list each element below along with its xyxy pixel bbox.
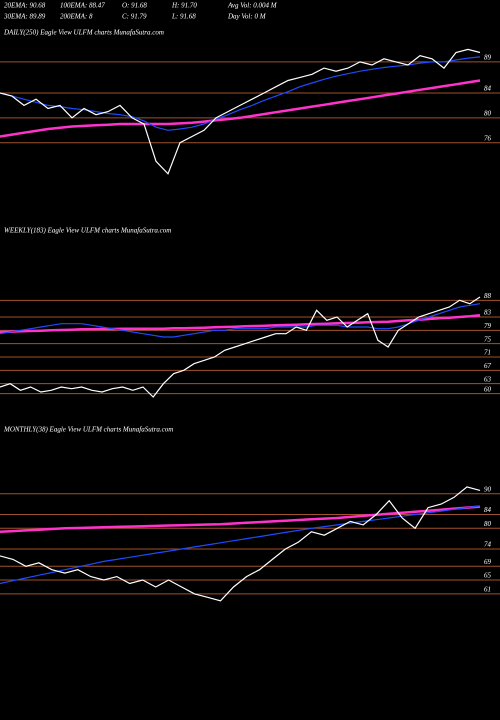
panel-title: MONTHLY(38) Eagle View ULFM charts Munaf… [3,426,173,434]
y-tick-label: 76 [484,134,492,142]
y-tick-label: 84 [484,85,492,93]
price-line [0,314,481,334]
y-tick-label: 88 [484,292,492,300]
y-tick-label: 75 [484,335,492,343]
y-tick-label: 60 [484,385,492,393]
price-line [0,296,481,398]
price-line [0,505,481,534]
y-tick-label: 63 [484,375,492,383]
stat: 20EMA: 90.68 [4,2,46,10]
stat: Day Vol: 0 M [227,13,267,21]
panel-title: DAILY(250) Eagle View ULFM charts Munafa… [3,29,164,37]
panel-title: WEEKLY(183) Eagle View ULFM charts Munaf… [4,227,171,235]
y-tick-label: 84 [484,506,492,514]
y-tick-label: 89 [484,53,492,61]
stat: O: 91.68 [122,2,147,10]
y-tick-label: 83 [484,309,492,317]
y-tick-label: 80 [484,520,492,528]
y-tick-label: 61 [484,585,491,593]
stat: C: 91.79 [122,13,147,21]
stat: L: 91.68 [171,13,196,21]
stat: H: 91.70 [171,2,197,10]
price-line [0,56,481,131]
y-tick-label: 79 [484,322,492,330]
y-tick-label: 67 [484,362,492,370]
price-line [0,486,481,602]
y-tick-label: 69 [484,558,492,566]
stat: Avg Vol: 0.004 M [227,2,278,10]
price-line [0,48,481,175]
y-tick-label: 71 [484,349,491,357]
stat: 100EMA: 88.47 [60,2,105,10]
header: 20EMA: 90.68 100EMA: 88.47 O: 91.68 H: 9… [3,2,278,21]
y-tick-label: 65 [484,572,492,580]
y-tick-label: 80 [484,109,492,117]
price-line [0,79,481,138]
price-line [0,505,481,585]
stat: 200EMA: 8 [60,13,93,21]
stat: 30EMA: 89.89 [3,13,46,21]
y-tick-label: 74 [484,541,492,549]
price-line [0,303,481,338]
y-tick-label: 90 [484,485,492,493]
